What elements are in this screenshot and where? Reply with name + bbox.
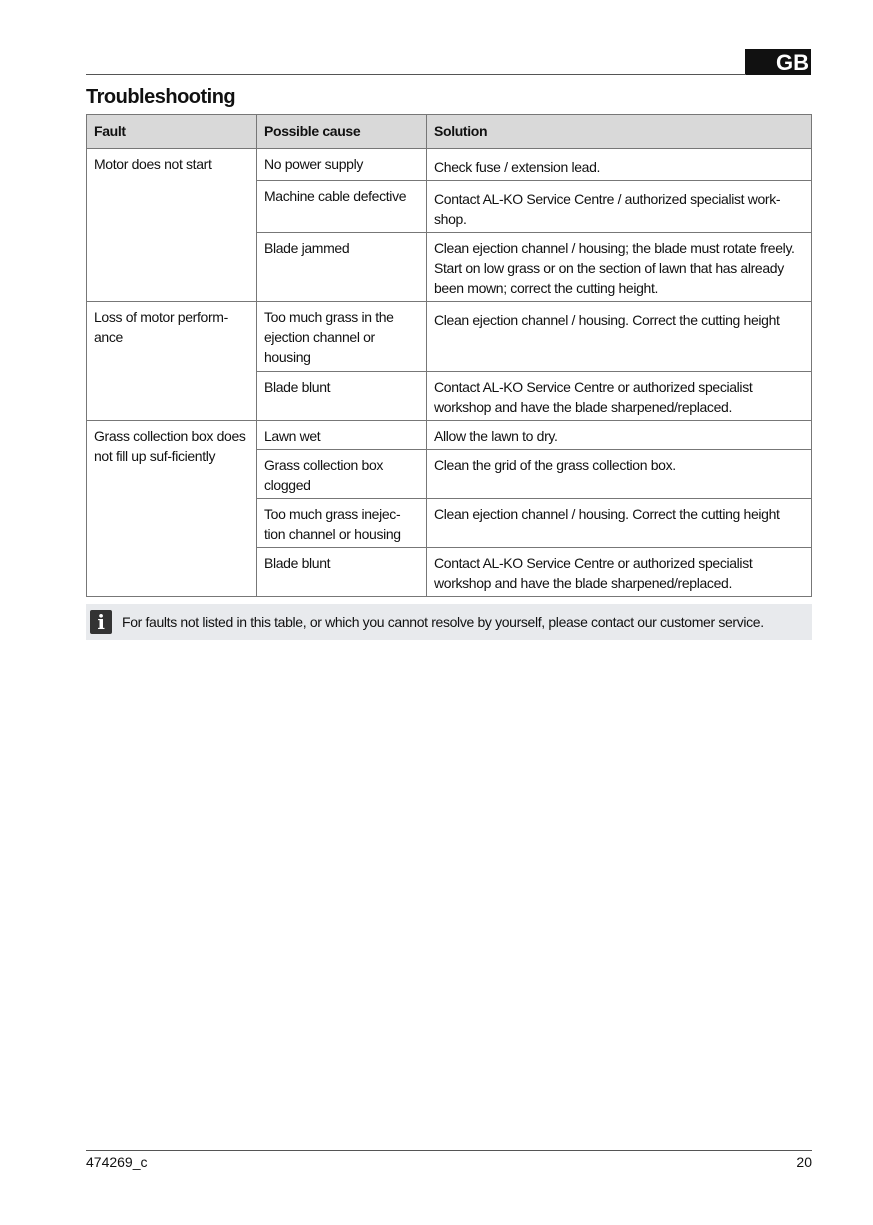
cause-cell: Machine cable defective xyxy=(256,180,427,233)
cause-cell: Blade blunt xyxy=(256,547,427,597)
info-icon: i xyxy=(90,610,112,634)
table-row: Grass collection box does not fill up su… xyxy=(86,420,812,597)
solution-cell: Clean ejection channel / housing; the bl… xyxy=(426,232,812,302)
solution-cell: Clean the grid of the grass collection b… xyxy=(426,449,812,499)
solution-cell: Clean ejection channel / housing. Correc… xyxy=(426,498,812,548)
table-row: Blade blunt Contact AL-KO Service Centre… xyxy=(87,371,812,421)
table-row: Motor does not start No power supply Che… xyxy=(86,148,812,302)
table-header-row: Fault Possible cause Solution xyxy=(86,114,812,149)
table-row: Machine cable defective Contact AL-KO Se… xyxy=(87,180,812,233)
cause-cell: Blade jammed xyxy=(256,232,427,302)
fault-cell: Loss of motor perform-ance xyxy=(86,301,257,421)
solution-cell: Contact AL-KO Service Centre or authoriz… xyxy=(426,371,812,421)
table-row: Blade blunt Contact AL-KO Service Centre… xyxy=(87,547,812,597)
document-number: 474269_c xyxy=(86,1154,148,1170)
solution-cell: Clean ejection channel / housing. Correc… xyxy=(426,301,812,372)
cause-cell: Too much grass in the ejection channel o… xyxy=(256,301,427,372)
solution-cell: Contact AL-KO Service Centre or authoriz… xyxy=(426,547,812,597)
solution-cell: Check fuse / extension lead. xyxy=(426,148,812,181)
page-number: 20 xyxy=(796,1154,812,1170)
info-note: i For faults not listed in this table, o… xyxy=(86,604,812,640)
page-title: Troubleshooting xyxy=(86,86,236,108)
language-badge: GB xyxy=(745,49,811,75)
table-row: Blade jammed Clean ejection channel / ho… xyxy=(87,232,812,302)
cause-cell: Lawn wet xyxy=(256,420,427,450)
cause-cell: Blade blunt xyxy=(256,371,427,421)
troubleshooting-table: Fault Possible cause Solution Motor does… xyxy=(86,114,812,597)
table-row: Too much grass inejec-tion channel or ho… xyxy=(87,498,812,548)
column-header-solution: Solution xyxy=(426,114,812,149)
info-note-text: For faults not listed in this table, or … xyxy=(122,614,764,630)
footer-divider xyxy=(86,1150,812,1151)
solution-cell: Allow the lawn to dry. xyxy=(426,420,812,450)
cause-cell: Grass collection box clogged xyxy=(256,449,427,499)
header-divider xyxy=(86,74,746,75)
column-header-fault: Fault xyxy=(86,114,257,149)
fault-cell: Motor does not start xyxy=(86,148,257,302)
fault-cell: Grass collection box does not fill up su… xyxy=(86,420,257,597)
table-row: Grass collection box clogged Clean the g… xyxy=(87,449,812,499)
cause-cell: No power supply xyxy=(256,148,427,181)
column-header-cause: Possible cause xyxy=(256,114,427,149)
solution-cell: Contact AL-KO Service Centre / authorize… xyxy=(426,180,812,233)
cause-cell: Too much grass inejec-tion channel or ho… xyxy=(256,498,427,548)
table-row: Loss of motor perform-ance Too much gras… xyxy=(86,301,812,421)
